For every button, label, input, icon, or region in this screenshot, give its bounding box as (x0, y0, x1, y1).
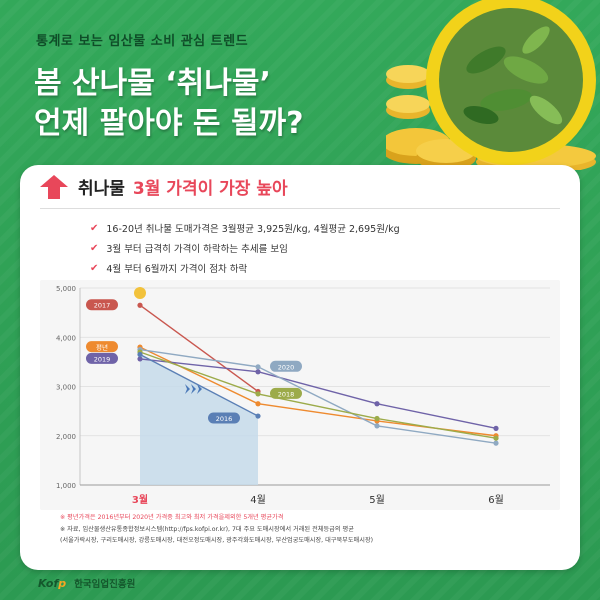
header-photo (386, 0, 600, 170)
check-icon: ✔ (90, 222, 99, 234)
series-line-2020 (139, 348, 497, 444)
data-point-2018 (255, 391, 261, 397)
title-line-1: 봄 산나물 ‘취나물’ (34, 66, 271, 101)
card-heading: 취나물 3월 가격이 가장 높아 (40, 174, 288, 199)
footnote-1: ※ 평년가격은 2016년부터 2020년 가격중 최고와 최저 가격을제외한 … (60, 514, 284, 521)
card-heading-highlight: 3월 가격이 가장 높아 (132, 179, 288, 199)
footnote-2: ※ 자료, 임산물생산유통종합정보시스템(http://fps.kofpi.or… (60, 526, 354, 533)
series-line-2016 (139, 353, 259, 417)
series-line-2019 (139, 358, 497, 430)
chevron-icon (185, 384, 190, 394)
series-tag (86, 299, 118, 311)
x-tick-label: 3월 (132, 494, 148, 506)
card-heading-main: 취나물 (78, 179, 125, 199)
y-tick-label: 4,000 (56, 334, 76, 342)
data-point-2018 (374, 415, 380, 422)
data-point-2019 (374, 401, 380, 407)
series-tag (270, 360, 302, 372)
coin-icon (134, 287, 146, 299)
kofpi-logo: Kofp (38, 576, 67, 590)
list-item: ✔ 4월 부터 6월까지 가격이 점차 하락 (90, 262, 248, 276)
series-tag-label: 2018 (278, 390, 295, 398)
check-icon: ✔ (90, 262, 99, 274)
series-tag-label: 2019 (94, 355, 111, 363)
list-item: ✔ 3월 부터 급격히 가격이 하락하는 추세를 보임 (90, 242, 288, 256)
data-point-2016 (137, 351, 143, 358)
series-tag-label: 2020 (278, 363, 295, 371)
y-tick-label: 5,000 (56, 285, 76, 293)
y-tick-label: 1,000 (56, 482, 76, 490)
title-line-2: 언제 팔아야 돈 될까? (34, 106, 304, 141)
series-line-2017 (139, 304, 259, 392)
x-tick-label: 5월 (369, 494, 385, 506)
x-tick-label: 4월 (250, 494, 266, 506)
greens-leaves-icon (463, 26, 563, 125)
data-point-2020 (493, 440, 499, 446)
series-tag-label: 2016 (216, 415, 233, 423)
check-icon: ✔ (90, 242, 99, 254)
series-tag (86, 352, 118, 364)
bullet-list: ✔ 16-20년 취나물 도매가격은 3월평균 3,925원/kg, 4월평균 2… (90, 218, 400, 278)
data-point-2020 (255, 364, 261, 370)
series-tag (270, 387, 302, 399)
x-tick-label: 6월 (488, 494, 504, 506)
data-point-2017 (137, 302, 143, 308)
chevron-icon (191, 384, 196, 394)
data-point-2019 (255, 369, 261, 375)
data-point-2018 (493, 435, 499, 441)
footer: Kofp 한국임업진흥원 (38, 576, 136, 591)
greens-photo-circle (439, 8, 583, 152)
data-point-평년 (255, 401, 261, 407)
chevron-icon (197, 384, 202, 394)
series-tag (208, 412, 240, 424)
y-tick-label: 3,000 (56, 384, 76, 392)
data-point-2019 (493, 425, 499, 431)
price-line-chart: 1,000 2,000 3,000 4,000 5,000 2017 평년 2019 2020 2… (40, 280, 560, 510)
footnotes: ※ 평년가격은 2016년부터 2020년 가격중 최고와 최저 가격을제외한 … (60, 512, 373, 546)
subtitle: 통계로 보는 임산물 소비 관심 트렌드 (36, 34, 249, 49)
data-point-2019 (137, 356, 143, 362)
series-line-2018 (139, 351, 497, 439)
series-tag-label: 2017 (94, 302, 111, 310)
page-title: 봄 산나물 ‘취나물’ 언제 팔아야 돈 될까? (34, 64, 304, 144)
y-tick-label: 2,000 (56, 433, 76, 441)
divider (40, 208, 560, 209)
org-name: 한국임업진흥원 (74, 579, 136, 590)
footnote-3: (서울가락시장, 구리도매시장, 강릉도매시장, 대전오정도매시장, 광주각화도… (60, 537, 374, 544)
data-point-2016 (255, 413, 261, 419)
series-tag-label: 평년 (96, 343, 108, 352)
area-fill (140, 354, 258, 485)
data-point-2020 (374, 423, 380, 429)
up-arrow-icon (40, 174, 68, 199)
list-item: ✔ 16-20년 취나물 도매가격은 3월평균 3,925원/kg, 4월평균 2… (90, 222, 400, 236)
series-tag (86, 341, 118, 353)
